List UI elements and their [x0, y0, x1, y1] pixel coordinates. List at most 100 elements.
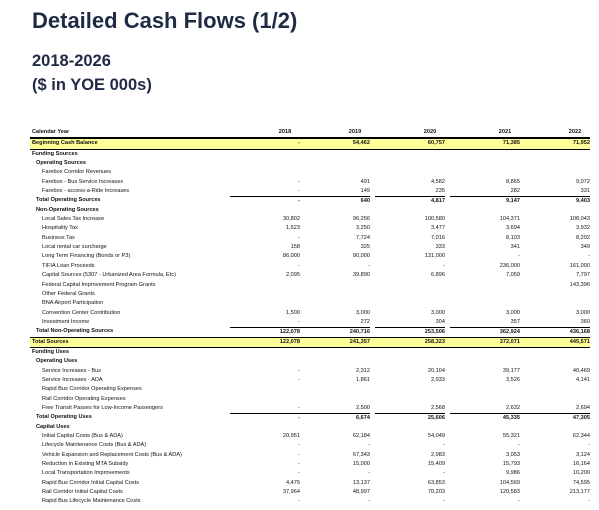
cell-value: 20,951	[282, 433, 300, 439]
cell-value: 3,124	[576, 451, 590, 458]
cell-value: 108,043	[569, 216, 590, 223]
row-label: Business Tax	[42, 234, 75, 241]
table-row: Vehicle Expansion and Replacement Costs …	[30, 451, 590, 460]
cell-value: 8,865	[506, 178, 520, 185]
cell-value: 131,000	[424, 253, 445, 260]
cell-value: 3,053	[506, 451, 520, 458]
cell-value: -	[230, 413, 300, 422]
table-row: Initial Capital Costs (Bus & ADA) 20,951 6…	[30, 432, 590, 441]
cell-value: 9,403	[520, 196, 590, 205]
cell-value: -	[443, 442, 445, 449]
row-label: Service Increases - ADA	[42, 376, 103, 383]
row-label: Capital Sources (5307 - Urbanized Area F…	[42, 272, 176, 279]
cell-value: -	[368, 470, 370, 477]
cell-value: 3,526	[506, 376, 520, 383]
subtitle: 2018-2026	[32, 52, 111, 70]
cell-value: -	[298, 178, 300, 185]
cell-value: 20,104	[427, 367, 445, 374]
table-row: Rapid Bus Lifecycle Maintenance Costs - - -…	[30, 497, 590, 506]
table-row: Convention Center Contribution 1,500 3,000…	[30, 309, 590, 318]
cell-value: -	[230, 196, 300, 205]
table-row: Operating Uses	[30, 357, 590, 366]
cell-value: 86,000	[282, 253, 300, 260]
table-row: Operating Sources	[30, 159, 590, 168]
cell-value: -	[588, 253, 590, 260]
cell-value: 360	[580, 318, 590, 325]
cell-value: 7,724	[356, 234, 370, 241]
cell-value: -	[588, 498, 590, 505]
cell-value: 8,103	[506, 234, 520, 241]
table-row: Service Increases - Bus - 2,312 20,104 39,17…	[30, 367, 590, 376]
table-row: Farebox Corridor Revenues	[30, 168, 590, 177]
cell-value: 7,059	[506, 272, 520, 279]
column-header: 2018	[278, 129, 292, 135]
table-row: Funding Uses	[30, 348, 590, 357]
cell-value: 3,250	[356, 225, 370, 232]
row-label: Investment Income	[42, 318, 90, 325]
cell-value: 47,305	[520, 413, 590, 422]
cell-value: -	[368, 262, 370, 269]
row-label: Convention Center Contribution	[42, 309, 121, 316]
row-label: Rail Corridor Initial Capital Costs	[42, 489, 123, 496]
cell-value: 640	[300, 196, 370, 205]
table-row: Long Term Financing (Bonds or P3) 86,000 9…	[30, 252, 590, 261]
cell-value: 349	[580, 244, 590, 251]
cell-value: -	[298, 188, 300, 195]
cell-value: 2,500	[356, 404, 370, 411]
table-row: Capital Uses	[30, 423, 590, 432]
row-label: BNA Airport Participation	[42, 300, 104, 307]
cell-value: 15,000	[352, 461, 370, 468]
cell-value: 2,095	[286, 272, 300, 279]
subtitle: ($ in YOE 000s)	[32, 76, 152, 94]
row-label: Rail Corridor Operating Expenses	[42, 395, 126, 402]
column-header: 2020	[423, 129, 437, 135]
cell-value: 3,000	[506, 309, 520, 316]
table-row: Rail Corridor Operating Expenses	[30, 395, 590, 404]
cell-value: 122,078	[279, 338, 300, 345]
cell-value: 1,523	[286, 225, 300, 232]
cell-value: 3,694	[506, 225, 520, 232]
cell-value: 2,568	[431, 404, 445, 411]
row-label: Farebox - access-a-Ride Increases	[42, 188, 130, 195]
cell-value: 15,409	[427, 461, 445, 468]
cell-value: 104,371	[499, 216, 520, 223]
cell-value: -	[298, 470, 300, 477]
cell-value: 39,890	[352, 272, 370, 279]
table-row: Farebox - Bus Service Increases - 491 4,582…	[30, 178, 590, 187]
cell-value: 54,049	[427, 433, 445, 439]
row-label: Local rental car surcharge	[42, 244, 107, 251]
cell-value: 90,000	[352, 253, 370, 260]
cell-value: 3,477	[431, 225, 445, 232]
cell-value: -	[368, 442, 370, 449]
table-row: Non-Operating Sources	[30, 206, 590, 215]
table-row: Hospitality Tax 1,523 3,250 3,477 3,694 3,932	[30, 224, 590, 233]
cell-value: 158	[290, 244, 300, 251]
cell-value: -	[588, 442, 590, 449]
table-row: Business Tax - 7,724 7,016 8,103 8,292	[30, 234, 590, 243]
row-label: Federal Capital Improvement Program Gran…	[42, 281, 156, 288]
cell-value: -	[368, 498, 370, 505]
cell-value: 40,469	[572, 367, 590, 374]
cell-value: -	[298, 367, 300, 374]
table-row: TIFIA Loan Proceeds - - - 236,000 161,000	[30, 262, 590, 271]
cell-value: -	[518, 442, 520, 449]
cell-value: 45,335	[450, 413, 520, 422]
cell-value: 235	[435, 188, 445, 195]
cell-value: 341	[510, 244, 520, 251]
row-label: TIFIA Loan Proceeds	[42, 262, 95, 269]
cell-value: 100,580	[424, 216, 445, 223]
table-row: BNA Airport Participation	[30, 299, 590, 308]
row-label: Total Sources	[32, 338, 69, 345]
cell-value: 362,924	[450, 327, 520, 336]
table-row: Total Operating Uses -6,674 25,606 45,335 47…	[30, 413, 590, 422]
cell-value: 1,500	[286, 309, 300, 316]
cell-value: 436,168	[520, 327, 590, 336]
row-label: Service Increases - Bus	[42, 367, 102, 374]
row-label: Funding Sources	[32, 150, 78, 157]
table-row: Farebox - access-a-Ride Increases - 149 235…	[30, 187, 590, 196]
row-label: Free Transit Passes for Low-Income Passe…	[42, 404, 163, 411]
row-label: Farebox Corridor Revenues	[42, 169, 112, 176]
cell-value: 161,000	[569, 262, 590, 269]
row-label: Hospitality Tax	[42, 225, 78, 232]
